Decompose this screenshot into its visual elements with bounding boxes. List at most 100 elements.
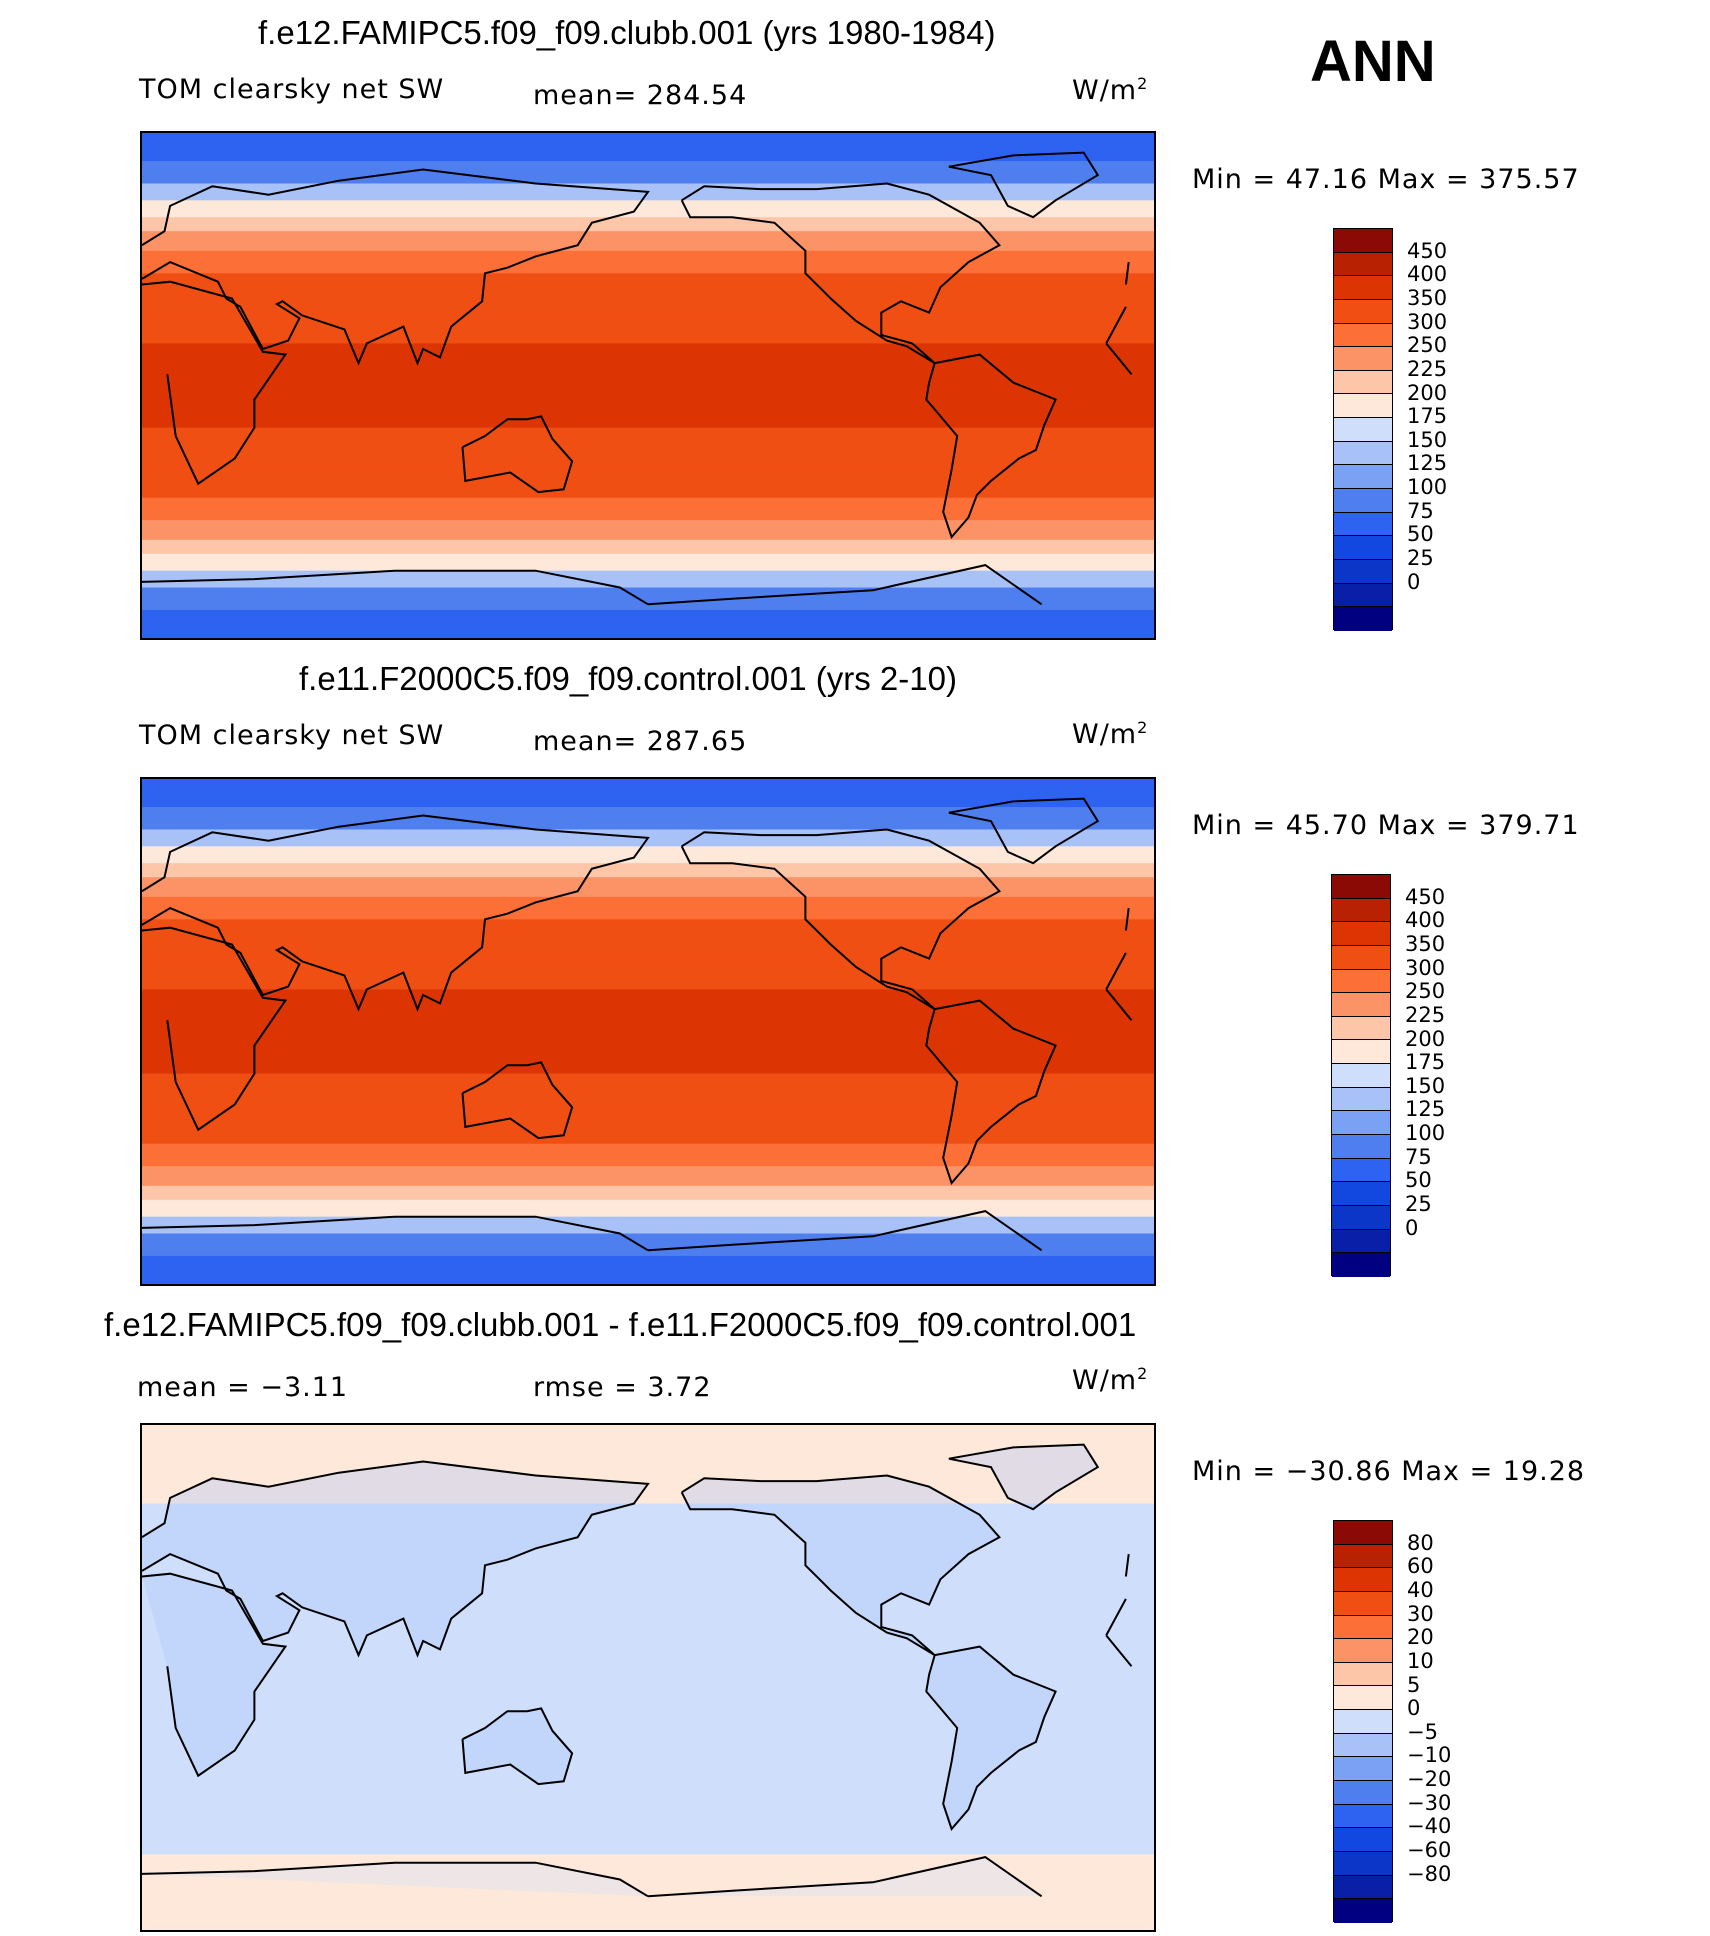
field-band <box>142 351 1154 356</box>
field-band <box>142 335 1154 339</box>
panel-1-coastlines <box>142 151 1133 606</box>
field-band <box>142 1244 1154 1249</box>
field-band <box>142 570 1154 575</box>
field-band <box>142 433 1154 437</box>
colorbar-swatch <box>1334 441 1392 466</box>
field-band <box>142 1857 1154 1861</box>
field-band <box>142 826 1154 831</box>
field-band <box>142 542 1154 547</box>
field-band <box>142 514 1154 518</box>
field-band <box>142 1809 1154 1813</box>
field-band <box>142 511 1154 516</box>
land-tint-namerica <box>681 1475 1000 1656</box>
field-band <box>142 1624 1154 1628</box>
field-band <box>142 1781 1154 1785</box>
field-band <box>142 1441 1154 1446</box>
field-band <box>142 158 1154 162</box>
coastline-eurasia <box>142 168 1130 366</box>
field-band <box>142 1166 1154 1170</box>
field-band <box>142 1548 1154 1552</box>
field-band <box>142 1526 1154 1530</box>
field-band <box>142 1430 1154 1435</box>
field-band <box>142 1677 1154 1681</box>
field-band <box>142 497 1154 502</box>
field-band <box>142 548 1154 552</box>
field-band <box>142 391 1154 395</box>
panel-3-coastlines <box>142 1443 1133 1898</box>
panel-3-rmse-label: rmse = 3.72 <box>533 1372 712 1403</box>
field-band <box>142 270 1154 274</box>
field-band <box>142 329 1154 333</box>
field-band <box>142 1873 1154 1878</box>
field-band <box>142 374 1154 378</box>
field-band <box>142 590 1154 594</box>
field-band <box>142 1478 1154 1482</box>
field-band <box>142 419 1154 423</box>
field-band <box>142 1885 1154 1889</box>
field-band <box>142 922 1154 926</box>
field-band <box>142 818 1154 822</box>
land-tint-eurasia <box>142 1461 1129 1656</box>
field-band <box>142 933 1154 937</box>
field-band <box>142 781 1154 786</box>
field-band <box>142 1635 1154 1639</box>
field-band <box>142 133 1154 137</box>
field-band <box>142 950 1154 954</box>
colorbar-swatch <box>1334 1851 1392 1876</box>
field-band <box>142 1871 1154 1875</box>
field-band <box>142 1649 1154 1653</box>
panel-2-map <box>140 777 1156 1286</box>
colorbar-swatch <box>1334 1568 1392 1592</box>
field-band <box>142 1011 1154 1016</box>
field-band <box>142 147 1154 151</box>
field-band <box>142 1455 1154 1460</box>
field-band <box>142 1610 1154 1614</box>
field-band <box>142 486 1154 490</box>
field-band <box>142 958 1154 962</box>
field-band <box>142 1517 1154 1521</box>
field-band <box>142 930 1154 934</box>
field-band <box>142 531 1154 535</box>
field-band <box>142 1059 1154 1063</box>
field-band <box>142 149 1154 154</box>
field-band <box>142 194 1154 199</box>
field-band <box>142 259 1154 263</box>
field-band <box>142 1812 1154 1816</box>
field-band <box>142 228 1154 232</box>
field-band <box>142 1845 1154 1850</box>
field-band <box>142 166 1154 171</box>
field-band <box>142 1843 1154 1847</box>
field-band <box>142 1188 1154 1193</box>
field-band <box>142 1472 1154 1477</box>
field-band <box>142 562 1154 566</box>
field-band <box>142 1261 1154 1265</box>
field-band <box>142 295 1154 300</box>
coastline-namerica <box>680 182 1001 364</box>
field-band <box>142 276 1154 280</box>
field-band <box>142 1492 1154 1496</box>
field-band <box>142 1112 1154 1117</box>
field-band <box>142 1439 1154 1443</box>
field-band <box>142 1079 1154 1083</box>
field-band <box>142 231 1154 235</box>
field-band <box>142 489 1154 493</box>
field-band <box>142 1545 1154 1550</box>
field-band <box>142 961 1154 965</box>
colorbar-swatch <box>1334 536 1392 560</box>
field-band <box>142 1098 1154 1103</box>
field-band <box>142 1770 1154 1774</box>
panel-3-map <box>140 1423 1156 1932</box>
field-band <box>142 1705 1154 1709</box>
colorbar-swatch <box>1332 1229 1390 1254</box>
field-band <box>142 200 1154 204</box>
field-band <box>142 525 1154 530</box>
field-band <box>142 964 1154 968</box>
coastline-australia <box>461 1061 574 1140</box>
field-band <box>142 1082 1154 1086</box>
panel-2-variable-label: TOM clearsky net SW <box>139 720 445 751</box>
field-band <box>142 1848 1154 1853</box>
field-band <box>142 1180 1154 1184</box>
colorbar-swatch <box>1334 370 1392 395</box>
field-band <box>142 787 1154 791</box>
field-band <box>142 1503 1154 1507</box>
